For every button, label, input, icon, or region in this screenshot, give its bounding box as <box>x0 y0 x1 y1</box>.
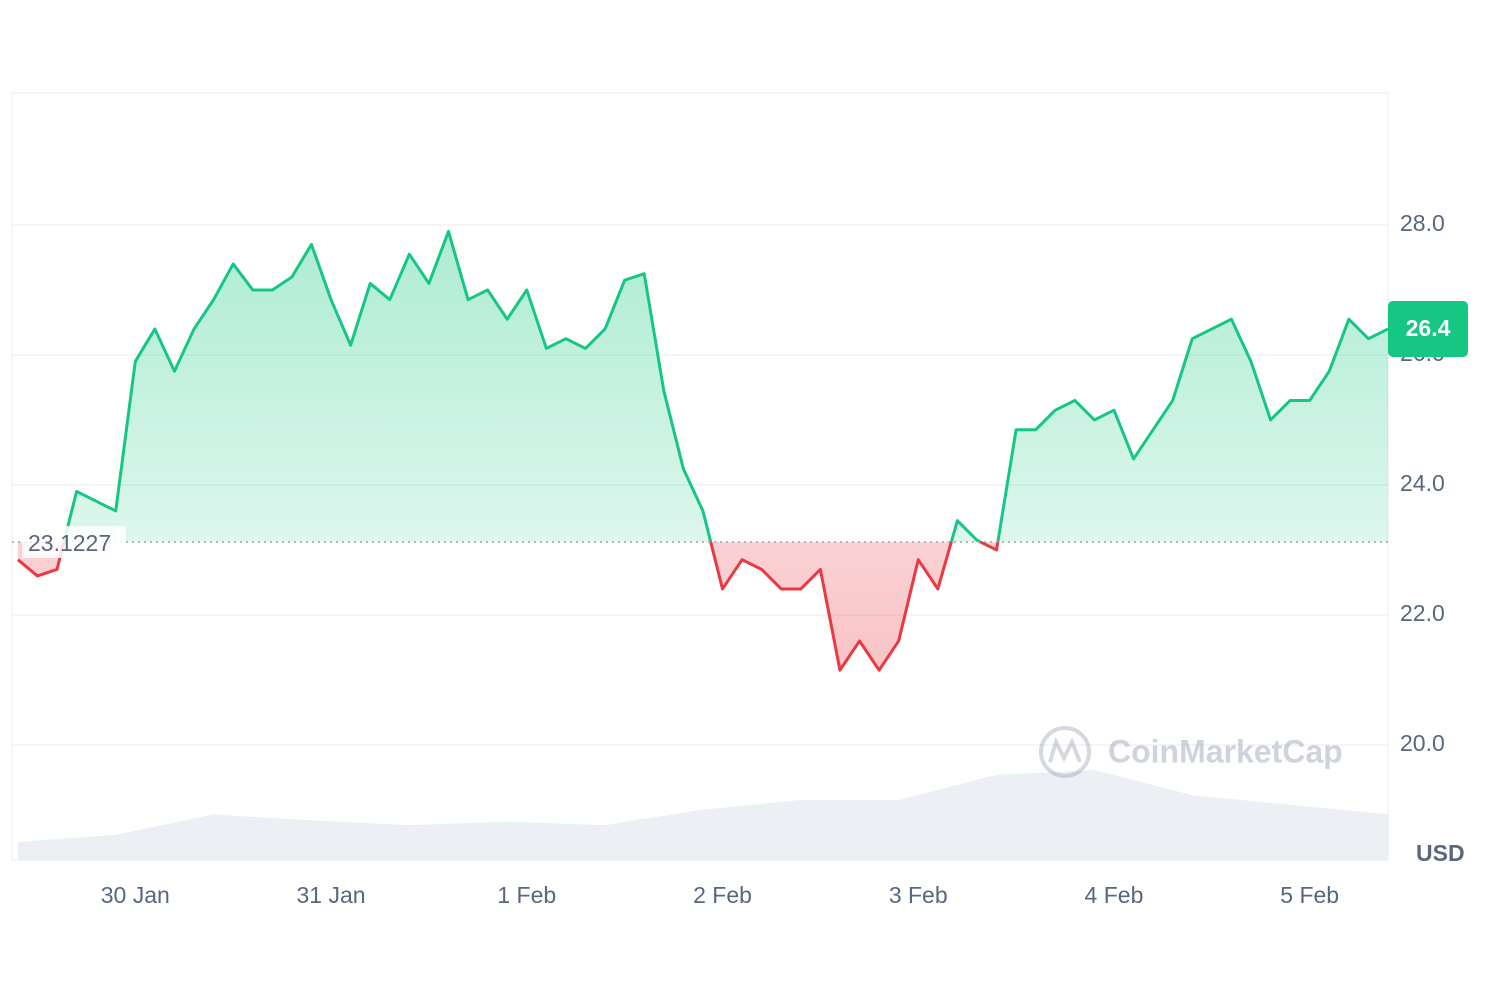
last-price-badge <box>1388 300 1468 357</box>
x-tick-label: 5 Feb <box>1280 882 1339 908</box>
x-tick-label: 3 Feb <box>889 882 948 908</box>
watermark: CoinMarketCap <box>1108 733 1343 769</box>
y-unit: USD <box>1416 840 1465 866</box>
y-tick-label: 22.0 <box>1400 600 1445 626</box>
watermark-logo <box>1039 726 1091 778</box>
y-tick-label: 24.0 <box>1400 470 1445 496</box>
x-tick-label: 31 Jan <box>297 882 366 908</box>
x-tick-label: 30 Jan <box>101 882 170 908</box>
area-above <box>17 231 1388 542</box>
area-below <box>17 541 998 671</box>
baseline-label-bg <box>22 525 126 558</box>
x-tick-label: 2 Feb <box>693 882 752 908</box>
price-line-above <box>62 229 1389 542</box>
x-tick-label: 4 Feb <box>1085 882 1144 908</box>
x-tick-label: 1 Feb <box>497 882 556 908</box>
baseline-label: 23.1227 <box>28 530 111 556</box>
y-tick-label: 20.0 <box>1400 730 1445 756</box>
volume-area <box>17 770 1389 860</box>
last-price-label: 26.4 <box>1406 315 1451 341</box>
y-tick-label: 28.0 <box>1400 210 1445 236</box>
